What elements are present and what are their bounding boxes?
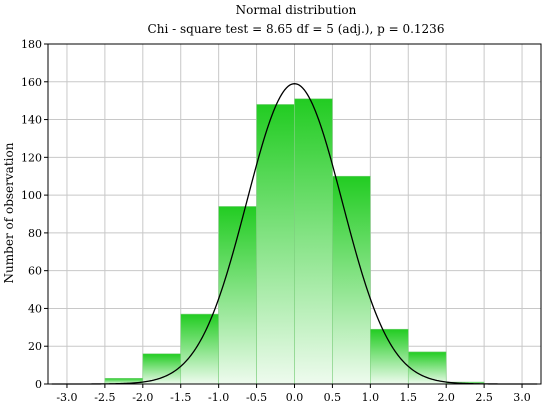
x-tick-label: 3.0 [513,391,531,404]
y-tick-label: 180 [21,38,42,51]
y-tick-label: 0 [35,378,42,391]
x-tick-label: -1.0 [208,391,229,404]
histogram-bar [180,313,219,385]
x-tick-label: 2.0 [437,391,455,404]
axis-ticks: -3.0 -2.5 -2.0 -1.5 -1.0 -0.5 0.0 0.5 1.0 1.5 2.0 2… [21,38,531,404]
x-tick-label: 0.0 [286,391,304,404]
y-axis-label: Number of observation [2,142,16,283]
x-tick-label: 2.5 [475,391,493,404]
normal-curve [51,83,538,385]
y-tick-label: 140 [21,114,42,127]
x-tick-label: 1.5 [400,391,418,404]
x-tick-label: 0.5 [324,391,342,404]
y-tick-label: 160 [21,76,42,89]
y-tick-label: 40 [28,302,42,315]
y-tick-label: 80 [28,227,42,240]
chart-title: Normal distribution [236,3,357,17]
y-tick-label: 20 [28,340,42,353]
y-tick-label: 60 [28,265,42,278]
y-tick-label: 100 [21,189,42,202]
x-tick-label: -3.0 [56,391,77,404]
x-tick-label: -2.0 [132,391,153,404]
chart-subtitle: Chi - square test = 8.65 df = 5 (adj.), … [148,22,445,36]
x-tick-label: 1.0 [362,391,380,404]
histogram-bar [294,98,333,385]
bars [104,98,485,385]
histogram-bar [407,351,447,385]
histogram-bar [218,206,257,385]
x-tick-label: -2.5 [94,391,115,404]
histogram-bar [142,353,182,385]
x-tick-label: -1.5 [170,391,191,404]
y-tick-label: 120 [21,151,42,164]
histogram-bar [370,328,409,385]
x-tick-label: -0.5 [246,391,267,404]
